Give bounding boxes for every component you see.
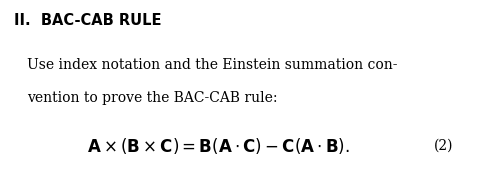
Text: (2): (2) [434, 139, 453, 153]
Text: $\mathbf{A} \times (\mathbf{B} \times \mathbf{C}) = \mathbf{B}(\mathbf{A} \cdot : $\mathbf{A} \times (\mathbf{B} \times \m… [87, 136, 350, 156]
Text: Use index notation and the Einstein summation con-: Use index notation and the Einstein summ… [27, 58, 398, 72]
Text: II.  BAC-CAB RULE: II. BAC-CAB RULE [14, 13, 161, 28]
Text: vention to prove the BAC-CAB rule:: vention to prove the BAC-CAB rule: [27, 91, 278, 105]
